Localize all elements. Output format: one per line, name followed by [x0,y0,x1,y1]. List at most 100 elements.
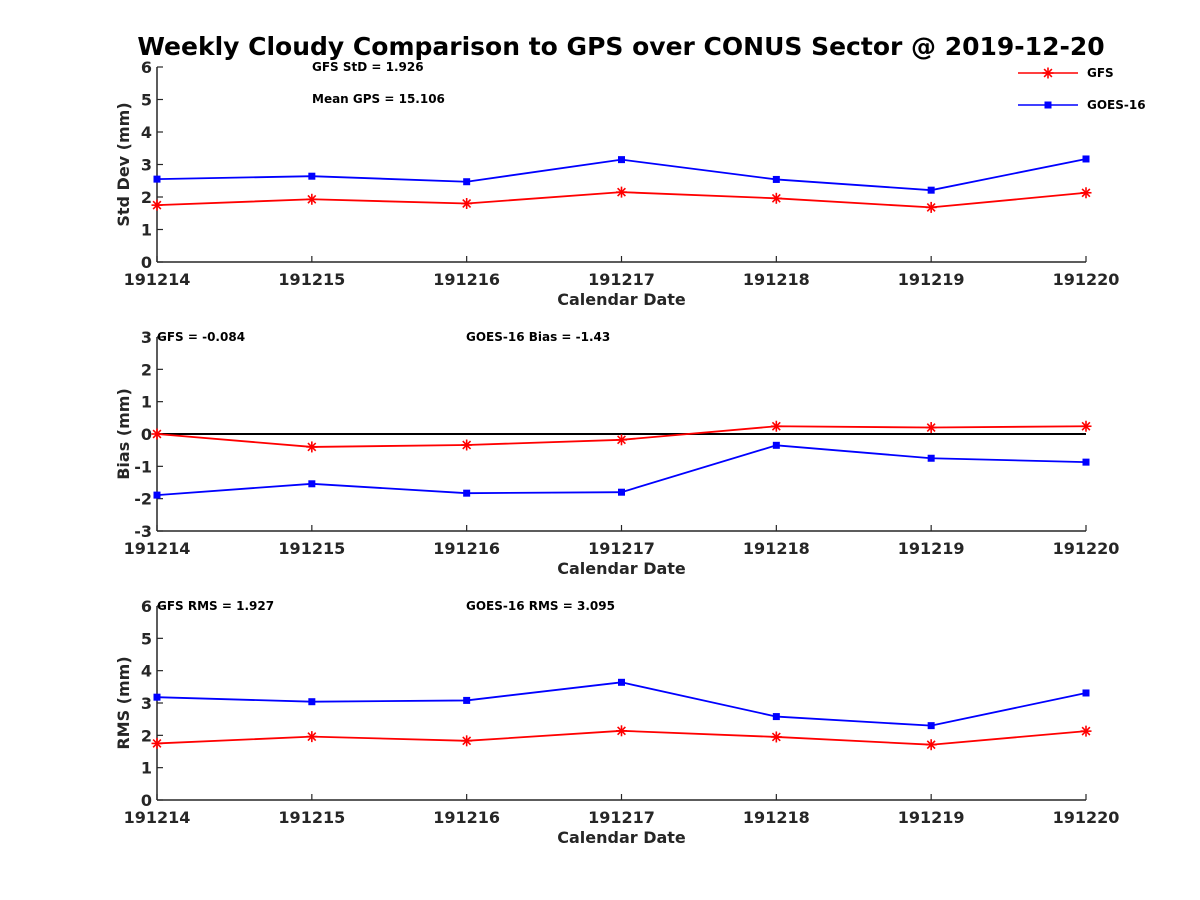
rms-point-gfs [770,731,782,743]
rms-point-gfs [151,737,163,749]
rms-y-tick-label: 1 [141,759,152,778]
bias-point-goes16 [1082,458,1090,466]
std-dev-annotation: GFS StD = 1.926 [312,60,424,74]
std-dev-point-gfs [616,186,627,198]
bias-panel: -3 -2 -1 0 1 2 3 191214 191215 191216 191217 191218… [114,328,1119,578]
bias-point-goes16 [308,480,316,488]
std-dev-point-goes16 [1082,155,1090,163]
rms-y-tick-label: 4 [141,662,152,681]
std-dev-x-tick-label: 191214 [124,270,191,289]
rms-point-gfs [1080,725,1092,737]
rms-y-tick-label: 5 [141,629,152,648]
rms-x-tick-label: 191215 [278,808,345,827]
legend-entry-gfs: GFS [1018,66,1114,80]
legend-marker-goes16 [1044,101,1052,109]
bias-point-gfs [925,422,937,434]
rms-x-tick-label: 191217 [588,808,655,827]
rms-x-tick-label: 191219 [898,808,965,827]
rms-annotation: GFS RMS = 1.927 [157,599,274,613]
bias-point-goes16 [772,441,780,449]
legend-marker-gfs [1042,67,1054,79]
bias-x-tick-label: 191217 [588,539,655,558]
legend-square-marker [1044,101,1052,109]
bias-point-goes16 [618,488,625,496]
rms-point-goes16 [153,693,161,701]
std-dev-y-tick-label: 4 [141,123,152,142]
std-dev-point-goes16 [308,172,316,180]
rms-x-tick-label: 191216 [433,808,500,827]
std-dev-x-tick-label: 191219 [898,270,965,289]
std-dev-y-tick-label: 2 [141,188,152,207]
std-dev-x-tick-label: 191216 [433,270,500,289]
bias-annotation: GOES-16 Bias = -1.43 [466,330,610,344]
rms-x-tick-label: 191214 [124,808,191,827]
bias-y-axis-label: Bias (mm) [114,388,133,480]
rms-y-tick-label: 2 [141,726,152,745]
legend-entry-goes16: GOES-16 [1018,98,1146,112]
std-dev-y-axis-label: Std Dev (mm) [114,102,133,226]
std-dev-point-goes16 [927,186,935,194]
rms-y-tick-label: 6 [141,597,152,616]
std-dev-point-gfs [306,193,318,205]
bias-point-goes16 [927,454,935,462]
std-dev-panel: 0 1 2 3 4 5 6 191214 191215 191216 191217 191218 191… [114,58,1119,309]
rms-point-goes16 [772,713,780,721]
rms-panel: 0 1 2 3 4 5 6 191214 191215 191216 191217 191218 191… [114,597,1119,847]
bias-y-tick-label: 2 [141,360,152,379]
bias-point-gfs [1080,420,1092,432]
bias-point-goes16 [463,489,471,497]
legend-asterisk-marker [1042,67,1054,79]
bias-x-tick-label: 191215 [278,539,345,558]
rms-x-axis-label: Calendar Date [557,828,686,847]
rms-annotation: GOES-16 RMS = 3.095 [466,599,615,613]
std-dev-point-gfs [151,199,163,211]
std-dev-x-tick-label: 191217 [588,270,655,289]
std-dev-x-tick-label: 191220 [1053,270,1120,289]
legend-label-gfs: GFS [1087,66,1114,80]
std-dev-point-goes16 [463,178,471,186]
bias-y-tick-label: 3 [141,328,152,347]
bias-x-tick-label: 191214 [124,539,191,558]
rms-point-goes16 [927,722,935,730]
bias-x-tick-label: 191220 [1053,539,1120,558]
bias-x-axis-label: Calendar Date [557,559,686,578]
std-dev-y-tick-label: 3 [141,156,152,175]
bias-x-tick-label: 191219 [898,539,965,558]
std-dev-point-gfs [1080,187,1092,199]
bias-y-tick-label: -1 [134,457,152,476]
rms-point-goes16 [308,698,316,706]
bias-point-goes16 [153,491,161,499]
rms-point-goes16 [618,678,625,686]
bias-point-gfs [306,441,318,453]
bias-annotation: GFS = -0.084 [157,330,245,344]
rms-point-gfs [306,731,318,743]
bias-point-gfs [151,428,163,440]
std-dev-point-goes16 [153,175,161,183]
std-dev-annotation: Mean GPS = 15.106 [312,92,445,106]
bias-point-gfs [461,439,473,451]
rms-x-tick-label: 191220 [1053,808,1120,827]
std-dev-point-gfs [770,192,782,204]
bias-x-tick-label: 191218 [743,539,810,558]
bias-y-tick-label: 0 [141,425,152,444]
std-dev-y-tick-label: 6 [141,58,152,77]
rms-y-tick-label: 3 [141,694,152,713]
bias-x-tick-label: 191216 [433,539,500,558]
bias-point-gfs [770,420,782,432]
legend-label-goes16: GOES-16 [1087,98,1146,112]
legend: GFS GOES-16 [1018,66,1146,112]
rms-point-goes16 [1082,689,1090,697]
std-dev-point-goes16 [772,175,780,183]
std-dev-x-tick-label: 191215 [278,270,345,289]
bias-point-gfs [616,434,627,446]
rms-point-gfs [616,725,627,737]
bias-y-tick-label: 1 [141,393,152,412]
std-dev-x-axis-label: Calendar Date [557,290,686,309]
std-dev-point-gfs [461,198,473,209]
std-dev-point-gfs [925,201,937,213]
std-dev-point-goes16 [618,156,625,164]
bias-y-tick-label: -2 [134,490,152,509]
rms-point-goes16 [463,696,471,704]
